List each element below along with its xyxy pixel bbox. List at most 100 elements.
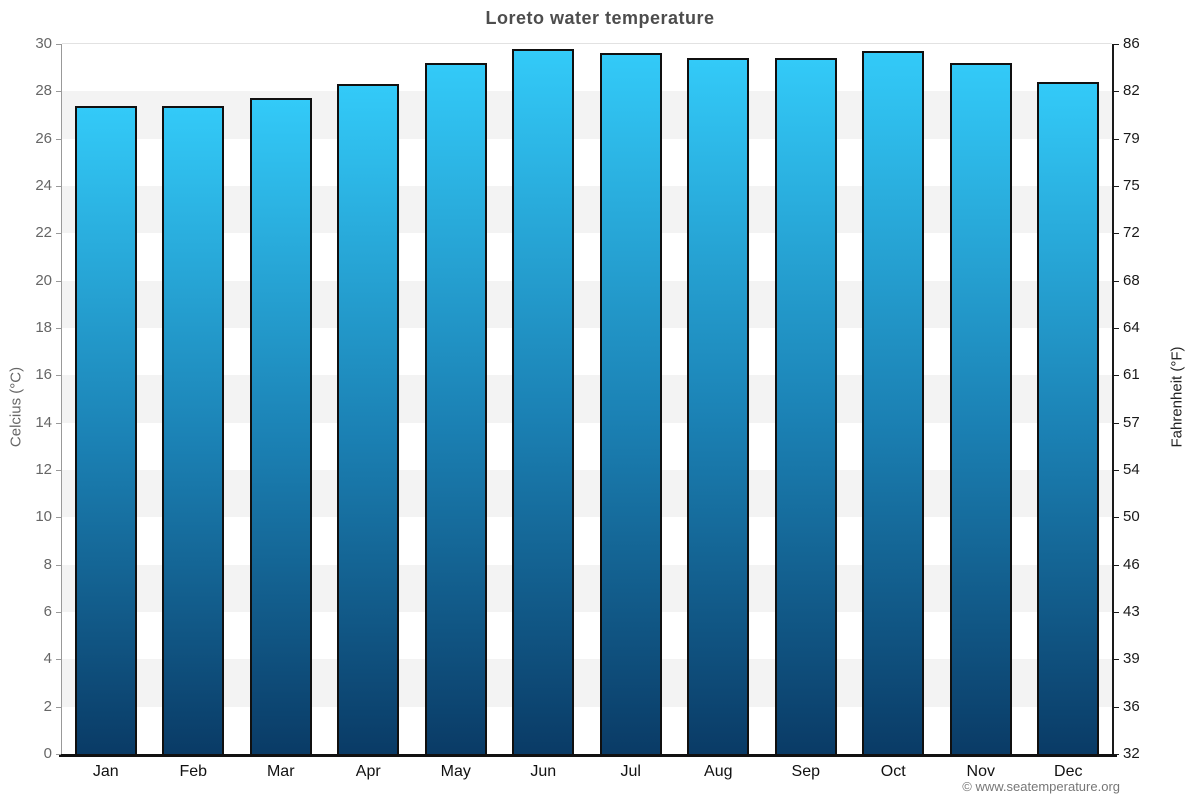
month-label-may: May	[440, 763, 471, 780]
temperature-bar-sep	[774, 58, 837, 754]
plot-area	[62, 44, 1112, 754]
month-label-oct: Oct	[880, 763, 906, 780]
temperature-bar-oct	[862, 51, 925, 754]
left-tick-mark	[56, 44, 61, 45]
grid-band	[62, 186, 1112, 234]
fahrenheit-tick-label: 50	[1123, 508, 1140, 526]
month-label-mar: Mar	[266, 763, 295, 780]
fahrenheit-tick-label: 86	[1123, 35, 1140, 52]
fahrenheit-tick-label: 64	[1123, 319, 1140, 336]
temperature-bar-may	[424, 62, 487, 754]
celsius-tick-label: 16	[35, 366, 52, 384]
grid-band	[62, 659, 1112, 707]
right-tick-mark	[1114, 328, 1119, 329]
left-tick-mark	[56, 564, 61, 566]
bottom-axis-line	[59, 754, 1117, 757]
left-tick-mark	[56, 375, 61, 377]
fahrenheit-tick-label: 75	[1123, 177, 1140, 194]
celsius-tick-label: 2	[43, 697, 52, 715]
right-tick-mark	[1114, 754, 1119, 755]
copyright-text: © www.seatemperature.org	[962, 779, 1120, 794]
fahrenheit-tick-label: 68	[1123, 271, 1140, 289]
celsius-tick-label: 4	[43, 650, 52, 668]
right-tick-mark	[1114, 280, 1119, 282]
temperature-bar-aug	[687, 58, 750, 754]
left-tick-mark	[56, 422, 61, 424]
celsius-tick-label: 8	[43, 555, 52, 573]
temperature-bar-jul	[599, 53, 662, 754]
left-tick-mark	[56, 754, 61, 755]
temperature-bar-dec	[1037, 81, 1100, 754]
fahrenheit-tick-label: 61	[1123, 366, 1140, 384]
grid-band	[62, 91, 1112, 139]
grid-band	[62, 470, 1112, 518]
right-tick-mark	[1114, 612, 1119, 613]
celsius-tick-label: 14	[35, 413, 52, 431]
month-label-feb: Feb	[179, 763, 208, 780]
left-tick-mark	[56, 517, 61, 519]
right-tick-mark	[1114, 470, 1119, 471]
temperature-bar-jan	[74, 105, 137, 754]
month-label-jul: Jul	[620, 763, 641, 780]
y-axis-label-fahrenheit: Fahrenheit (°F)	[1168, 346, 1186, 448]
grid-band	[62, 612, 1112, 660]
month-label-aug: Aug	[704, 763, 733, 780]
celsius-tick-label: 28	[35, 82, 52, 100]
grid-band	[62, 328, 1112, 376]
left-axis-line	[61, 44, 62, 755]
left-tick-mark	[56, 706, 61, 708]
fahrenheit-tick-label: 43	[1123, 603, 1140, 620]
right-tick-mark	[1114, 375, 1119, 377]
celsius-tick-label: 22	[35, 224, 52, 242]
grid-band	[62, 138, 1112, 186]
grid-band	[62, 44, 1112, 92]
temperature-bar-apr	[337, 84, 400, 754]
grid-band	[62, 564, 1112, 612]
left-tick-mark	[56, 328, 61, 329]
chart-title: Loreto water temperature	[485, 8, 715, 28]
fahrenheit-tick-label: 32	[1123, 745, 1140, 762]
fahrenheit-tick-label: 79	[1123, 129, 1140, 147]
left-tick-mark	[56, 470, 61, 471]
right-tick-mark	[1114, 422, 1119, 424]
left-tick-mark	[56, 233, 61, 235]
right-tick-mark	[1114, 706, 1119, 708]
right-tick-mark	[1114, 91, 1119, 93]
left-tick-mark	[56, 280, 61, 282]
right-tick-mark	[1114, 138, 1119, 140]
celsius-tick-label: 24	[35, 177, 52, 194]
fahrenheit-tick-label: 57	[1123, 413, 1140, 431]
left-tick-mark	[56, 186, 61, 187]
fahrenheit-tick-label: 72	[1123, 224, 1140, 242]
month-label-nov: Nov	[966, 763, 995, 780]
fahrenheit-tick-label: 54	[1123, 461, 1140, 478]
temperature-bar-nov	[949, 62, 1012, 754]
right-tick-mark	[1114, 186, 1119, 187]
y-axis-label-celsius: Celcius (°C)	[7, 366, 25, 448]
celsius-tick-label: 26	[35, 129, 52, 147]
celsius-tick-label: 6	[43, 603, 52, 620]
grid-band	[62, 517, 1112, 565]
month-label-apr: Apr	[355, 763, 381, 780]
right-tick-mark	[1114, 517, 1119, 519]
temperature-bar-mar	[249, 98, 312, 754]
right-tick-mark	[1114, 659, 1119, 661]
celsius-tick-label: 20	[35, 271, 52, 289]
left-tick-mark	[56, 612, 61, 613]
month-label-sep: Sep	[791, 763, 820, 780]
grid-band	[62, 422, 1112, 470]
top-gridline	[62, 43, 1112, 44]
celsius-tick-label: 12	[35, 461, 52, 478]
left-tick-mark	[56, 91, 61, 93]
grid-band	[62, 233, 1112, 281]
fahrenheit-tick-label: 82	[1123, 82, 1140, 100]
month-label-jun: Jun	[530, 763, 557, 780]
grid-band	[62, 280, 1112, 328]
celsius-tick-label: 10	[35, 508, 52, 526]
temperature-bar-jun	[512, 48, 575, 754]
right-tick-mark	[1114, 44, 1119, 45]
temperature-bar-feb	[162, 105, 225, 754]
grid-band	[62, 706, 1112, 754]
celsius-tick-label: 0	[43, 745, 52, 762]
